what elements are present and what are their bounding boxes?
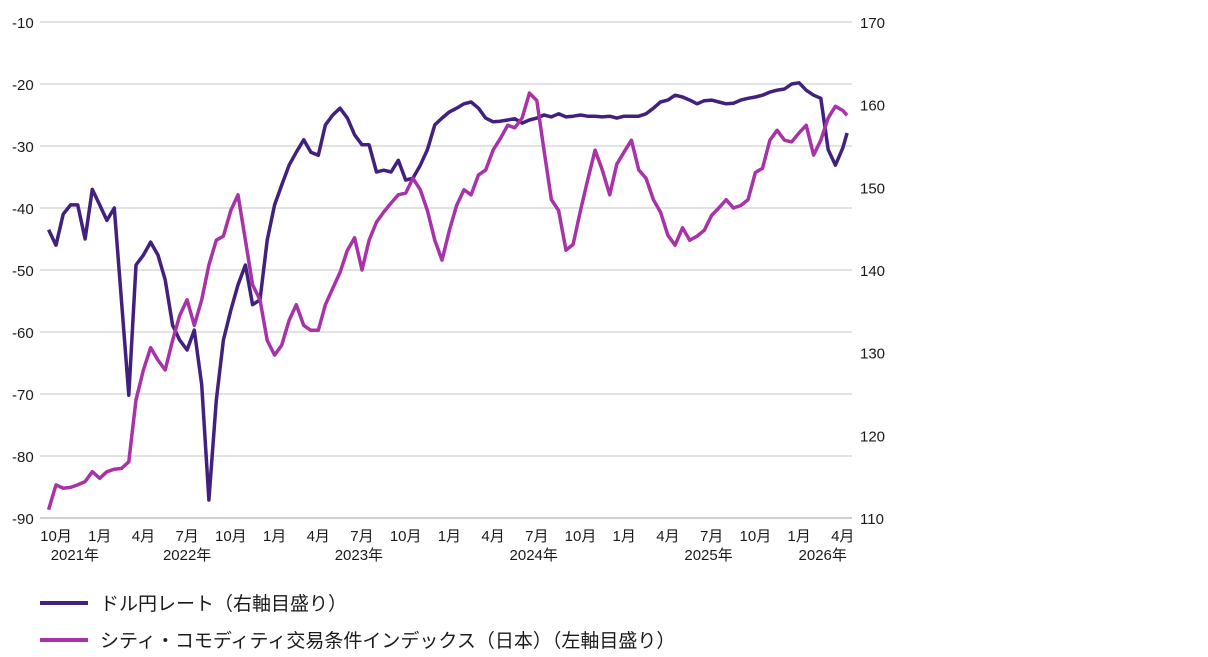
x-tick-label: 1月: [263, 528, 286, 545]
x-year-label: 2023年: [335, 547, 383, 564]
x-tick-label: 7月: [350, 528, 373, 545]
x-tick-label: 4月: [831, 528, 854, 545]
x-tick-label: 1月: [613, 528, 636, 545]
right-axis-ticks: 170 160 150 140 130 120 110: [860, 15, 885, 528]
x-tick-label: 10月: [740, 528, 772, 545]
legend-swatch: [40, 600, 88, 605]
left-tick-label: -80: [12, 449, 34, 466]
x-year-label: 2025年: [684, 547, 732, 564]
x-tick-label: 1月: [787, 528, 810, 545]
x-tick-label: 7月: [700, 528, 723, 545]
left-tick-label: -10: [12, 15, 34, 32]
line-chart: -10 -20 -30 -40 -50 -60 -70 -80 -90 170 160 150 140…: [12, 15, 885, 564]
left-tick-label: -40: [12, 201, 34, 218]
x-axis-ticks: 10月 1月 4月 7月 10月 1月 4月 7月 10月 1月 4月 7月 10月 1月 4月 7月 10月 1…: [40, 528, 854, 564]
x-year-label: 2026年: [799, 547, 847, 564]
right-tick-label: 120: [860, 428, 885, 445]
left-tick-label: -90: [12, 511, 34, 528]
x-tick-label: 4月: [132, 528, 155, 545]
x-tick-label: 10月: [390, 528, 422, 545]
x-tick-label: 4月: [481, 528, 504, 545]
x-tick-label: 10月: [40, 528, 72, 545]
x-year-label: 2024年: [510, 547, 558, 564]
right-tick-label: 170: [860, 15, 885, 32]
left-tick-label: -20: [12, 77, 34, 94]
legend-item-usdjpy: ドル円レート（右軸目盛り）: [40, 589, 347, 616]
x-tick-label: 1月: [88, 528, 111, 545]
x-tick-label: 10月: [565, 528, 597, 545]
series-lines: [46, 81, 849, 511]
x-tick-label: 4月: [656, 528, 679, 545]
legend-label: シティ・コモディティ交易条件インデックス（日本）（左軸目盛り）: [100, 630, 676, 652]
x-tick-label: 7月: [525, 528, 548, 545]
legend-swatch: [40, 637, 88, 642]
right-tick-label: 130: [860, 346, 885, 363]
right-tick-label: 160: [860, 98, 885, 115]
right-tick-label: 110: [860, 511, 884, 528]
left-axis-ticks: -10 -20 -30 -40 -50 -60 -70 -80 -90: [12, 15, 34, 528]
legend-label: ドル円レート（右軸目盛り）: [100, 593, 348, 615]
right-tick-label: 150: [860, 180, 885, 197]
legend-item-citi-index: シティ・コモディティ交易条件インデックス（日本）（左軸目盛り）: [40, 626, 675, 653]
left-tick-label: -70: [12, 387, 34, 404]
x-tick-label: 7月: [175, 528, 198, 545]
right-tick-label: 140: [860, 263, 885, 280]
x-tick-label: 1月: [438, 528, 461, 545]
x-year-label: 2021年: [51, 547, 99, 564]
x-year-label: 2022年: [163, 547, 211, 564]
series-line-usdjpy: [47, 81, 849, 502]
series-line-citi-index: [46, 91, 849, 511]
x-tick-label: 10月: [215, 528, 247, 545]
x-tick-label: 4月: [307, 528, 330, 545]
left-tick-label: -60: [12, 325, 34, 342]
left-tick-label: -30: [12, 139, 34, 156]
left-tick-label: -50: [12, 263, 34, 280]
